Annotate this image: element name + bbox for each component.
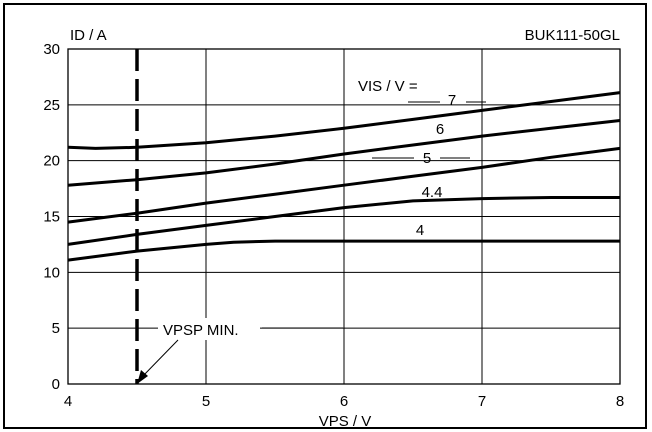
y-tick-label: 30	[43, 41, 60, 58]
series-line-5	[67, 146, 621, 224]
annotation-bg	[158, 318, 260, 340]
annotation-arrowhead	[137, 370, 148, 384]
series-line-4	[67, 239, 620, 262]
y-tick-label: 20	[43, 153, 60, 170]
axes	[67, 48, 621, 385]
series-label-4_4: 4.4	[422, 184, 443, 201]
grid	[68, 49, 620, 384]
annotations: VPSP MIN.	[135, 49, 343, 384]
series-lines	[67, 91, 621, 262]
series-line-6	[67, 119, 621, 187]
vpsp-min-label: VPSP MIN.	[163, 322, 239, 339]
series-line-4_4	[67, 196, 620, 246]
y-axis-label: ID / A	[70, 27, 107, 44]
y-tick-label: 10	[43, 264, 60, 281]
x-tick-label: 7	[478, 393, 486, 410]
x-tick-label: 6	[340, 393, 348, 410]
x-tick-label: 5	[202, 393, 210, 410]
y-tick-label: 0	[52, 376, 60, 393]
x-tick-label: 8	[616, 393, 624, 410]
series-labels: 765 4.4 4	[372, 92, 486, 239]
series-line-7	[67, 91, 621, 150]
series-label-6: 6	[436, 121, 444, 138]
y-tick-label: 5	[52, 320, 60, 337]
x-tick-label: 4	[64, 393, 72, 410]
plot-border	[67, 48, 621, 385]
annotation-arrow-line	[140, 339, 179, 379]
y-tick-label: 25	[43, 97, 60, 114]
series-label-7: 7	[448, 92, 456, 109]
legend-title: VIS / V =	[358, 78, 418, 95]
x-axis-label: VPS / V	[319, 413, 372, 430]
series-label-5: 5	[423, 150, 431, 167]
y-tick-label: 15	[43, 209, 60, 226]
part-number: BUK111-50GL	[525, 27, 620, 44]
series-label-4: 4	[416, 222, 424, 239]
